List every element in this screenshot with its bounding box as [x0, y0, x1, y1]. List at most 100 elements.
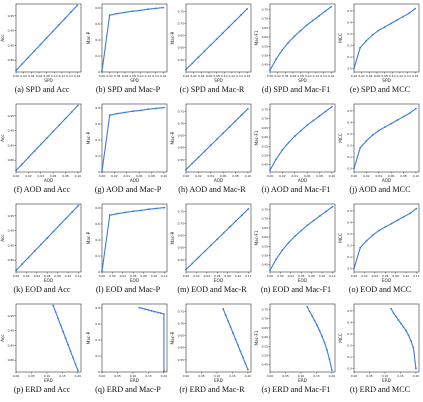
- x-tick-label: 0.00: [13, 374, 20, 378]
- data-point: [224, 314, 227, 316]
- y-tick-label: 0.75: [178, 209, 185, 213]
- data-point: [209, 44, 212, 47]
- x-tick-label: 0.04: [28, 74, 35, 78]
- data-point: [222, 232, 225, 235]
- y-tick-label: 0.60: [262, 335, 269, 339]
- y-tick-label: 0.45: [262, 63, 269, 67]
- x-tick-label: 0.20: [413, 374, 420, 378]
- y-tick-label: 0.2: [95, 54, 100, 58]
- data-point: [52, 130, 55, 133]
- y-tick-label: 0.55: [178, 258, 185, 262]
- data-point: [390, 222, 393, 225]
- x-tick-label: 0.02: [193, 274, 200, 278]
- y-axis-label: Mac-F1: [254, 130, 259, 145]
- series-line: [101, 7, 164, 72]
- data-point: [378, 229, 380, 232]
- data-point: [154, 7, 157, 10]
- data-point: [216, 238, 219, 241]
- y-tick-label: 0.95: [8, 314, 15, 318]
- x-tick-label: 0.12: [145, 74, 152, 78]
- x-axis-label: SPD: [382, 78, 390, 83]
- x-tick-label: 0.04: [124, 174, 131, 178]
- chart-panel-h: 0.00 0.02 0.04 0.06 0.08 0.10 0.55 0.60 0.65 0.70…: [170, 100, 254, 200]
- x-axis-label: AOD: [44, 178, 53, 183]
- x-tick-label: 0.04: [208, 174, 215, 178]
- x-tick-label: 0.15: [145, 374, 152, 378]
- series-line: [306, 306, 333, 371]
- x-tick-label: 0.04: [34, 274, 41, 278]
- data-point: [124, 111, 127, 114]
- x-tick-label: 0.15: [59, 374, 66, 378]
- y-tick-label: 0.1: [347, 55, 352, 59]
- y-axis-label: MCC: [338, 233, 343, 243]
- chart-panel-a: 0.00 0.02 0.04 0.06 0.08 0.10 0.12 0.14 0.16 0.80…: [0, 0, 84, 100]
- chart-svg-f: 0.00 0.02 0.04 0.06 0.08 0.10 0.80 0.85 0.90 0.95…: [0, 103, 82, 183]
- data-point: [141, 307, 144, 310]
- y-tick-label: 0.60: [178, 46, 185, 50]
- data-point: [326, 349, 328, 351]
- x-tick-label: 0.08: [129, 74, 136, 78]
- chart-svg-c: 0.00 0.02 0.04 0.06 0.08 0.10 0.12 0.14 0.16 0.55…: [170, 3, 252, 83]
- x-tick-label: 0.12: [75, 274, 82, 278]
- x-tick-label: 0.06: [304, 174, 311, 178]
- y-tick-label: 0.8: [95, 6, 100, 10]
- y-tick-label: 0.85: [8, 243, 15, 247]
- x-axis-label: AOD: [382, 178, 391, 183]
- data-point: [72, 356, 74, 359]
- x-tick-label: 0.10: [137, 74, 144, 78]
- data-point: [392, 312, 395, 315]
- y-tick-label: 0.2: [347, 143, 352, 147]
- data-point: [359, 246, 362, 249]
- data-point: [409, 212, 412, 215]
- y-tick-label: 0.75: [262, 108, 269, 112]
- data-point: [308, 310, 311, 313]
- x-tick-label: 0.10: [382, 374, 389, 378]
- data-point: [27, 256, 30, 259]
- x-tick-label: 0.08: [308, 274, 315, 278]
- y-tick-label: 0.4: [95, 338, 100, 342]
- y-tick-label: 0.6: [95, 22, 100, 26]
- x-tick-label: 0.16: [412, 74, 419, 78]
- data-point: [281, 149, 284, 151]
- y-tick-label: 0.60: [178, 246, 185, 250]
- data-point: [59, 324, 62, 326]
- x-tick-label: 0.06: [36, 74, 43, 78]
- x-axis-label: SPD: [44, 78, 52, 83]
- data-point: [239, 350, 242, 353]
- data-point: [318, 15, 320, 17]
- x-tick-label: 0.08: [297, 74, 304, 78]
- y-tick-label: 0.70: [262, 317, 269, 321]
- chart-svg-t: 0.00 0.05 0.10 0.15 0.20 0.0 0.1 0.2 0.3 0.4 0.5 ER…: [338, 303, 420, 383]
- x-tick-label: 0.08: [43, 74, 50, 78]
- y-tick-label: 0.55: [178, 358, 185, 362]
- y-axis-label: Acc: [0, 334, 5, 342]
- x-tick-label: 0.10: [319, 274, 326, 278]
- x-tick-label: 0.10: [44, 374, 51, 378]
- x-tick-label: 0.08: [381, 74, 388, 78]
- x-tick-label: 0.08: [140, 274, 147, 278]
- x-tick-label: 0.02: [111, 174, 118, 178]
- x-tick-label: 0.08: [54, 274, 61, 278]
- x-tick-label: 0.16: [160, 74, 167, 78]
- data-point: [234, 120, 237, 122]
- x-tick-label: 0.00: [99, 374, 106, 378]
- y-tick-label: 0.60: [178, 146, 185, 150]
- x-axis-label: SPD: [130, 78, 138, 83]
- y-tick-label: 0: [98, 170, 100, 174]
- data-point: [324, 10, 326, 13]
- chart-panel-q: 0.00 0.05 0.10 0.15 0.20 0 0.2 0.4 0.6 0.8 ERD Mac-…: [86, 300, 170, 400]
- data-point: [216, 138, 218, 141]
- data-point: [316, 324, 318, 327]
- plot-frame: [269, 303, 336, 373]
- data-point: [397, 319, 400, 322]
- data-point: [311, 19, 314, 22]
- x-tick-label: 0.00: [13, 274, 20, 278]
- y-tick-label: 0.4: [95, 38, 100, 42]
- y-tick-label: 0.50: [262, 253, 269, 257]
- series-line: [269, 206, 333, 271]
- x-tick-label: 0.15: [313, 374, 320, 378]
- y-tick-label: 0.80: [8, 358, 15, 362]
- y-tick-label: 0.5: [347, 209, 352, 213]
- y-tick-label: 0.65: [178, 34, 185, 38]
- x-axis-label: ERD: [130, 378, 139, 383]
